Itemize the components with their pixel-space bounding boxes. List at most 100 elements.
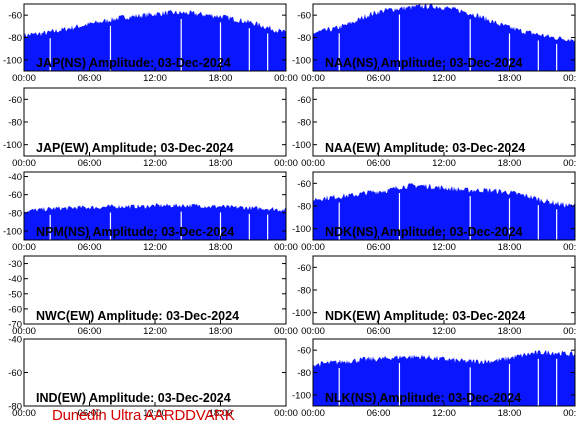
y-tick-label: -100 <box>292 390 311 401</box>
x-tick-label: 00:00 <box>274 408 298 419</box>
x-tick-label: 00:00 <box>563 242 576 253</box>
x-tick-label: 00:00 <box>274 326 298 337</box>
chart-title: NWC(EW) Amplitude: 03-Dec-2024 <box>36 309 239 323</box>
y-tick-label: -40 <box>8 274 22 285</box>
x-tick-label: 18:00 <box>498 158 522 169</box>
y-tick-label: -40 <box>8 335 22 346</box>
x-tick-label: 00:00 <box>563 73 576 84</box>
y-tick-label: -80 <box>297 118 311 129</box>
y-tick-label: -60 <box>8 304 22 315</box>
x-tick-label: 12:00 <box>143 73 167 84</box>
x-tick-label: 12:00 <box>143 408 167 419</box>
x-tick-label: 18:00 <box>209 326 233 337</box>
x-tick-label: 00:00 <box>301 158 325 169</box>
chart-panel: -60-80-10000:0006:0012:0018:0000:00NLK(N… <box>292 338 576 419</box>
x-tick-label: 00:00 <box>563 326 576 337</box>
y-tick-label: -60 <box>8 190 22 201</box>
y-tick-label: -50 <box>8 289 22 300</box>
y-tick-label: -80 <box>8 208 22 219</box>
y-tick-label: -70 <box>8 320 22 331</box>
chart-title: NDK(NS) Amplitude: 03-Dec-2024 <box>325 225 523 239</box>
x-tick-label: 00:00 <box>12 158 36 169</box>
x-tick-label: 00:00 <box>274 158 298 169</box>
y-tick-label: -80 <box>8 33 22 44</box>
x-tick-label: 12:00 <box>432 242 456 253</box>
x-tick-label: 00:00 <box>301 242 325 253</box>
y-tick-label: -100 <box>292 140 311 151</box>
x-tick-label: 18:00 <box>498 242 522 253</box>
x-tick-label: 06:00 <box>78 326 102 337</box>
y-tick-label: -60 <box>8 368 22 379</box>
chart-panel: -60-80-10000:0006:0012:0018:0000:00NAA(N… <box>292 3 576 84</box>
chart-panel: -60-80-10000:0006:0012:0018:0000:00NDK(E… <box>292 255 576 337</box>
y-tick-label: -80 <box>297 33 311 44</box>
y-tick-label: -100 <box>3 226 22 237</box>
y-tick-label: -80 <box>297 368 311 379</box>
chart-panel: -60-80-10000:0006:0012:0018:0000:00NDK(N… <box>292 171 576 253</box>
y-tick-label: -80 <box>297 286 311 297</box>
x-tick-label: 18:00 <box>498 326 522 337</box>
y-tick-label: -100 <box>3 140 22 151</box>
x-tick-label: 06:00 <box>367 326 391 337</box>
x-tick-label: 18:00 <box>209 158 233 169</box>
y-tick-label: -80 <box>297 202 311 213</box>
chart-title: JAP(EW) Amplitude: 03-Dec-2024 <box>36 141 234 155</box>
chart-title: JAP(NS) Amplitude: 03-Dec-2024 <box>36 56 231 70</box>
y-tick-label: -60 <box>297 95 311 106</box>
y-tick-label: -60 <box>297 346 311 357</box>
x-tick-label: 06:00 <box>367 242 391 253</box>
x-tick-label: 06:00 <box>78 158 102 169</box>
x-tick-label: 00:00 <box>12 242 36 253</box>
chart-title: NDK(EW) Amplitude: 03-Dec-2024 <box>325 309 525 323</box>
y-tick-label: -60 <box>297 11 311 22</box>
x-tick-label: 00:00 <box>274 242 298 253</box>
x-tick-label: 12:00 <box>143 326 167 337</box>
y-tick-label: -80 <box>8 402 22 413</box>
x-tick-label: 00:00 <box>563 408 576 419</box>
x-tick-label: 00:00 <box>563 158 576 169</box>
y-tick-label: -60 <box>8 11 22 22</box>
chart-title: IND(EW) Amplitude: 03-Dec-2024 <box>36 391 231 405</box>
x-tick-label: 06:00 <box>78 242 102 253</box>
y-tick-label: -100 <box>3 55 22 66</box>
x-tick-label: 06:00 <box>78 73 102 84</box>
chart-panel: -60-80-10000:0006:0012:0018:0000:00NAA(E… <box>292 87 576 169</box>
chart-title: NPM(NS) Amplitude: 03-Dec-2024 <box>36 225 234 239</box>
y-tick-label: -60 <box>297 263 311 274</box>
y-tick-label: -60 <box>297 179 311 190</box>
x-tick-label: 00:00 <box>301 326 325 337</box>
x-tick-label: 00:00 <box>301 73 325 84</box>
chart-title: NAA(NS) Amplitude: 03-Dec-2024 <box>325 56 523 70</box>
x-tick-label: 18:00 <box>209 242 233 253</box>
x-tick-label: 00:00 <box>12 73 36 84</box>
y-tick-label: -40 <box>8 172 22 183</box>
x-tick-label: 12:00 <box>432 408 456 419</box>
x-tick-label: 12:00 <box>432 326 456 337</box>
x-tick-label: 18:00 <box>209 73 233 84</box>
x-tick-label: 06:00 <box>367 408 391 419</box>
x-tick-label: 06:00 <box>78 408 102 419</box>
x-tick-label: 00:00 <box>12 326 36 337</box>
y-tick-label: -60 <box>8 95 22 106</box>
y-tick-label: -30 <box>8 259 22 270</box>
y-tick-label: -100 <box>292 224 311 235</box>
x-tick-label: 00:00 <box>12 408 36 419</box>
x-tick-label: 18:00 <box>498 73 522 84</box>
chart-title: NAA(EW) Amplitude: 03-Dec-2024 <box>325 141 525 155</box>
footer-label: Dunedin Ultra AARDDVARK <box>52 407 235 424</box>
x-tick-label: 00:00 <box>301 408 325 419</box>
x-tick-label: 12:00 <box>143 158 167 169</box>
chart-title: NLK(NS) Amplitude: 03-Dec-2024 <box>325 391 521 405</box>
y-tick-label: -100 <box>292 308 311 319</box>
x-tick-label: 06:00 <box>367 158 391 169</box>
x-tick-label: 00:00 <box>274 73 298 84</box>
y-tick-label: -80 <box>8 118 22 129</box>
x-tick-label: 06:00 <box>367 73 391 84</box>
x-tick-label: 12:00 <box>143 242 167 253</box>
